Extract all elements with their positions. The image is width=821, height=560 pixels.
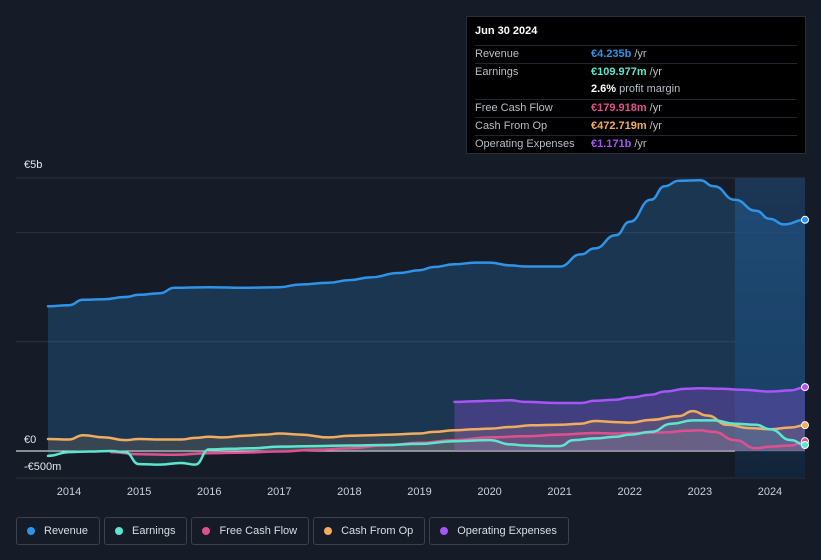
area-revenue — [48, 180, 805, 451]
line-cash-from-op — [46, 409, 807, 442]
tooltip-label: Cash From Op — [475, 119, 548, 132]
x-tick-label: 2018 — [337, 486, 361, 498]
legend-label: Revenue — [44, 525, 89, 537]
x-tick-label: 2019 — [407, 486, 431, 498]
x-tick-label: 2022 — [618, 486, 642, 498]
area-free-cash-flow — [111, 430, 806, 455]
series-lines — [46, 178, 807, 466]
tooltip-label: Free Cash Flow — [475, 101, 553, 114]
tooltip-row-earnings: Earnings €109.977m /yr — [475, 63, 797, 81]
chart-legend: Revenue Earnings Free Cash Flow Cash Fro… — [16, 517, 569, 545]
end-dot-earnings — [801, 440, 809, 449]
tooltip-date: Jun 30 2024 — [475, 25, 538, 37]
tooltip-row-fcf: Free Cash Flow €179.918m /yr — [475, 98, 797, 117]
tooltip-value: €179.918m — [591, 101, 647, 114]
legend-item-cash-from-op[interactable]: Cash From Op — [313, 517, 426, 545]
tooltip-unit: /yr — [649, 119, 662, 132]
tooltip-unit: /yr — [649, 101, 662, 114]
tooltip-row-revenue: Revenue €4.235b /yr — [475, 45, 797, 63]
legend-dot-icon — [27, 527, 35, 535]
x-tick-label: 2016 — [197, 486, 221, 498]
end-dot-revenue — [801, 215, 809, 224]
tooltip-unit: /yr — [649, 66, 662, 79]
legend-dot-icon — [324, 527, 333, 535]
legend-label: Earnings — [132, 525, 176, 537]
x-tick-labels: 2014 2015 2016 2017 2018 2019 2020 2021 2022 2023… — [57, 486, 782, 498]
legend-item-revenue[interactable]: Revenue — [16, 517, 101, 545]
tooltip-label — [475, 81, 591, 98]
axis-layer: €5b €0 -€500m — [24, 159, 61, 473]
data-tooltip: Jun 30 2024 Revenue €4.235b /yr Earnings… — [466, 16, 806, 154]
line-free-cash-flow — [109, 429, 807, 457]
tooltip-value: 2.6% — [591, 83, 617, 96]
end-dot-cash-from-op — [801, 421, 809, 430]
tooltip-row-margin: 2.6% profit margin — [475, 81, 797, 98]
legend-dot-icon — [115, 527, 124, 535]
x-tick-label: 2023 — [688, 486, 712, 498]
legend-label: Operating Expenses — [457, 525, 557, 537]
series-end-dots — [801, 215, 809, 449]
y-tick-label-top: €5b — [24, 159, 42, 171]
tooltip-unit: profit margin — [619, 83, 681, 96]
tooltip-unit: /yr — [634, 137, 647, 150]
tooltip-unit: /yr — [634, 48, 647, 60]
y-tick-label-zero: €0 — [24, 434, 36, 446]
x-tick-label: 2017 — [267, 486, 291, 498]
end-dot-operating-expenses — [801, 383, 809, 392]
tooltip-label: Earnings — [475, 66, 519, 79]
y-tick-label-bottom: -€500m — [24, 461, 61, 473]
chart-area: €5b €0 -€500m 2014 2015 2016 2017 2018 2019 20… — [16, 159, 809, 498]
tooltip-value: €4.235b — [591, 48, 632, 60]
legend-dot-icon — [440, 527, 449, 535]
grid-layer — [16, 177, 805, 479]
area-cash-from-op — [48, 411, 805, 451]
x-tick-label: 2015 — [127, 486, 151, 498]
legend-item-operating-expenses[interactable]: Operating Expenses — [429, 517, 569, 545]
tooltip-label: Revenue — [475, 48, 520, 60]
tooltip-row-opex: Operating Expenses €1.171b /yr — [475, 134, 797, 153]
legend-label: Cash From Op — [341, 525, 414, 537]
legend-item-earnings[interactable]: Earnings — [104, 517, 188, 545]
tooltip-value: €472.719m — [591, 119, 647, 132]
x-tick-label: 2014 — [57, 486, 81, 498]
line-operating-expenses — [453, 385, 807, 405]
series-areas — [48, 180, 806, 465]
tooltip-row-cfo: Cash From Op €472.719m /yr — [475, 116, 797, 135]
tooltip-label: Operating Expenses — [475, 137, 575, 150]
line-earnings — [46, 419, 807, 466]
legend-label: Free Cash Flow — [219, 525, 298, 537]
legend-item-free-cash-flow[interactable]: Free Cash Flow — [191, 517, 310, 545]
tooltip-value: €109.977m — [591, 66, 647, 79]
tooltip-value: €1.171b — [591, 137, 632, 150]
x-tick-label: 2024 — [758, 486, 782, 498]
legend-dot-icon — [202, 527, 211, 535]
line-revenue — [46, 178, 807, 308]
x-tick-label: 2020 — [477, 486, 501, 498]
x-tick-label: 2021 — [547, 486, 571, 498]
